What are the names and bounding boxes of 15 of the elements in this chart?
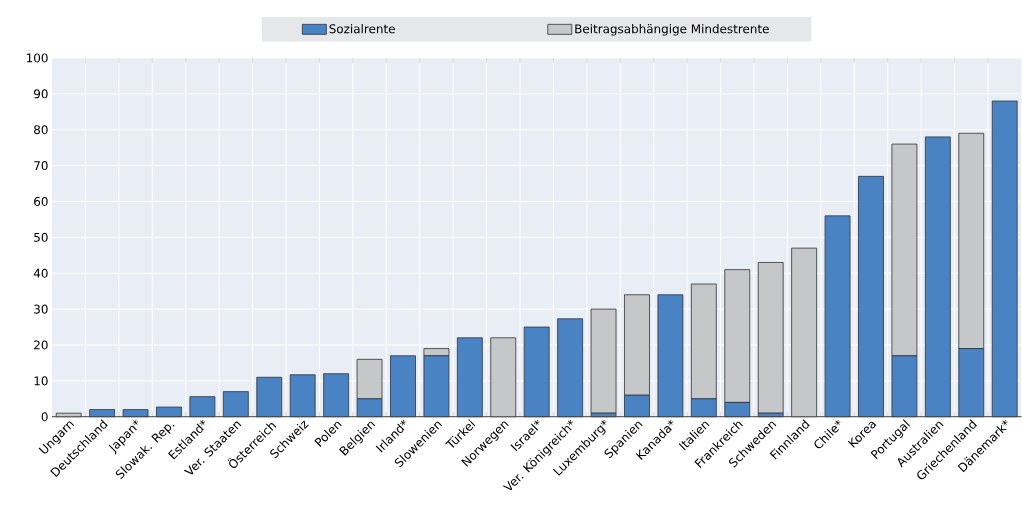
legend-label: Beitragsabhängige Mindestrente bbox=[575, 24, 769, 36]
y-tick-label: 90 bbox=[34, 89, 48, 99]
y-tick-label: 60 bbox=[34, 197, 48, 207]
y-tick-label: 80 bbox=[34, 125, 48, 135]
y-tick-label: 100 bbox=[26, 53, 48, 63]
y-tick-label: 10 bbox=[34, 376, 48, 386]
bar bbox=[590, 308, 617, 414]
bar bbox=[757, 262, 784, 414]
y-tick-label: 50 bbox=[34, 232, 48, 243]
y-tick-label: 40 bbox=[33, 268, 48, 278]
y-tick-label: 20 bbox=[34, 340, 48, 350]
legend-label: Sozialrente bbox=[329, 24, 395, 34]
y-tick-label: 0 bbox=[41, 412, 48, 422]
y-tick-label: 70 bbox=[34, 161, 48, 171]
y-tick-label: 30 bbox=[34, 304, 48, 314]
